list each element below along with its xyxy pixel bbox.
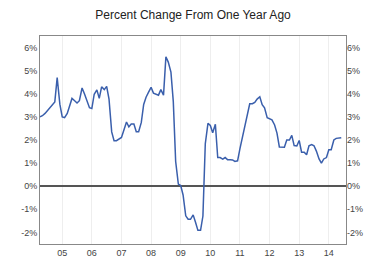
svg-text:Percent Change From One Year A: Percent Change From One Year Ago (95, 8, 291, 22)
svg-text:-2%: -2% (21, 228, 37, 238)
svg-text:6%: 6% (24, 43, 37, 53)
svg-text:06: 06 (87, 248, 97, 258)
svg-text:10: 10 (205, 248, 215, 258)
svg-text:11: 11 (235, 248, 244, 258)
svg-text:0%: 0% (24, 181, 37, 191)
svg-text:4%: 4% (24, 89, 37, 99)
svg-text:05: 05 (57, 248, 67, 258)
svg-text:-1%: -1% (347, 204, 363, 214)
svg-text:07: 07 (116, 248, 126, 258)
svg-text:12: 12 (265, 248, 275, 258)
svg-text:0%: 0% (347, 181, 360, 191)
svg-text:3%: 3% (347, 112, 360, 122)
svg-text:08: 08 (146, 248, 156, 258)
svg-text:6%: 6% (347, 43, 360, 53)
svg-text:13: 13 (294, 248, 304, 258)
svg-text:-1%: -1% (21, 204, 37, 214)
svg-text:2%: 2% (24, 135, 37, 145)
svg-text:14: 14 (324, 248, 334, 258)
svg-text:3%: 3% (24, 112, 37, 122)
svg-text:1%: 1% (24, 158, 37, 168)
svg-text:1%: 1% (347, 158, 360, 168)
svg-text:2%: 2% (347, 135, 360, 145)
svg-text:09: 09 (176, 248, 186, 258)
svg-text:5%: 5% (347, 66, 360, 76)
svg-text:5%: 5% (24, 66, 37, 76)
svg-text:4%: 4% (347, 89, 360, 99)
svg-text:-2%: -2% (347, 228, 363, 238)
